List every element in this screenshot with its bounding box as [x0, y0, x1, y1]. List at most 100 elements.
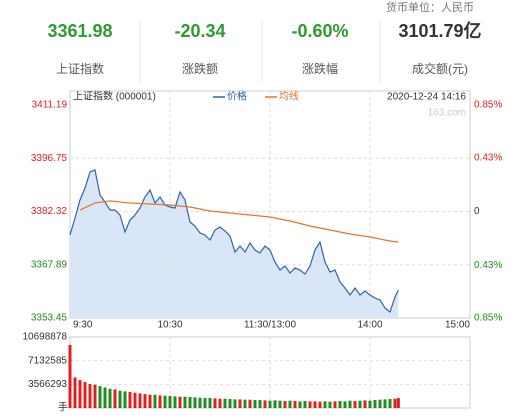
volume-unit: 手	[58, 401, 68, 414]
volume-bar	[283, 401, 287, 408]
volume-bar	[233, 399, 237, 408]
volume-bar	[383, 399, 387, 408]
x-tick-label: 10:30	[157, 320, 182, 331]
volume-bar	[218, 398, 222, 408]
volume-bar	[138, 393, 142, 408]
volume-bar	[363, 400, 367, 408]
y2-tick-label: 0.85%	[474, 313, 502, 324]
volume-bar	[143, 394, 147, 408]
volume-bar	[343, 401, 347, 408]
y2-tick-label: 0.43%	[474, 260, 502, 271]
volume-bar	[353, 401, 357, 408]
legend-label: 均线	[279, 90, 299, 103]
volume-bar	[88, 384, 92, 408]
volume-bar	[193, 397, 197, 408]
volume-bar	[308, 401, 312, 408]
stat-label: 上证指数	[56, 61, 104, 76]
volume-bar	[393, 398, 397, 408]
volume-bar	[213, 398, 217, 408]
x-tick-label: 11:30/13:00	[244, 320, 297, 331]
volume-bar	[68, 344, 72, 408]
y-tick-label: 3566293	[28, 379, 67, 390]
volume-bar	[148, 394, 152, 408]
volume-bar	[173, 396, 177, 408]
volume-bar	[158, 395, 162, 408]
y-tick-label: 3396.75	[31, 153, 68, 164]
x-tick-label: 14:00	[357, 320, 382, 331]
volume-bar	[83, 382, 87, 408]
volume-bar	[338, 401, 342, 408]
volume-bar	[113, 389, 117, 408]
y-tick-label: 10698878	[23, 332, 68, 343]
volume-bar	[298, 401, 302, 408]
volume-bar	[133, 392, 137, 408]
series-line	[69, 169, 399, 314]
volume-bar	[258, 400, 262, 408]
y-tick-label: 7132585	[28, 355, 67, 366]
volume-bar	[318, 401, 322, 408]
volume-bar	[153, 394, 157, 408]
volume-bar	[93, 384, 97, 408]
volume-bar	[313, 401, 317, 408]
currency-note: 货币单位：人民币	[386, 0, 474, 14]
volume-bar	[183, 396, 187, 408]
volume-bar	[203, 398, 207, 408]
volume-bar	[378, 399, 382, 408]
y-tick-label: 3353.45	[31, 313, 68, 324]
volume-bar	[253, 400, 257, 408]
volume-bar	[188, 397, 192, 408]
y-tick-label: 3382.32	[31, 206, 68, 217]
y2-tick-label: 0.43%	[474, 152, 502, 163]
volume-bar	[103, 387, 107, 408]
chart-date: 2020-12-24 14:16	[387, 92, 466, 103]
volume-bar	[228, 399, 232, 408]
volume-bar	[328, 401, 332, 408]
volume-bar	[293, 401, 297, 408]
volume-bar	[123, 391, 127, 408]
volume-bar	[268, 400, 272, 408]
volume-bar	[238, 399, 242, 408]
volume-bar	[358, 400, 362, 408]
chart-title: 上证指数 (000001)	[73, 90, 156, 103]
y-tick-label: 3367.89	[31, 259, 68, 270]
volume-bar	[288, 400, 292, 408]
stat-value: 3101.79亿	[398, 20, 481, 41]
volume-bar	[98, 386, 102, 408]
price-area	[70, 169, 399, 318]
series-line	[79, 200, 399, 243]
y-tick-label: 3411.19	[32, 100, 68, 111]
y2-tick-label: 0	[474, 206, 480, 217]
stat-value: -20.34	[174, 21, 225, 41]
volume-bar	[348, 400, 352, 408]
volume-bar	[208, 398, 212, 408]
stat-value: 3361.98	[47, 21, 112, 41]
stat-label: 涨跌幅	[302, 61, 338, 76]
volume-bar	[78, 380, 82, 408]
volume-bar	[368, 400, 372, 408]
volume-bar	[323, 401, 327, 408]
volume-bar	[396, 398, 400, 408]
x-tick-label: 15:00	[445, 320, 470, 331]
volume-bar	[128, 392, 132, 408]
volume-bar	[333, 401, 337, 408]
volume-bar	[73, 377, 77, 408]
legend-label: 价格	[227, 90, 247, 103]
volume-bar	[243, 399, 247, 408]
volume-bar	[273, 400, 277, 408]
stat-label: 涨跌额	[182, 61, 218, 76]
volume-bar	[248, 399, 252, 408]
volume-bar	[263, 400, 267, 408]
volume-bar	[198, 397, 202, 408]
volume-bar	[163, 395, 167, 408]
volume-bar	[388, 399, 392, 408]
y2-tick-label: 0.85%	[474, 100, 502, 111]
volume-bar	[168, 396, 172, 408]
volume-bar	[108, 388, 112, 408]
stat-label: 成交额(元)	[412, 61, 468, 76]
volume-bar	[373, 400, 377, 408]
stat-value: -0.60%	[291, 21, 348, 41]
volume-bar	[178, 396, 182, 408]
volume-bar	[278, 400, 282, 408]
volume-bar	[303, 401, 307, 408]
